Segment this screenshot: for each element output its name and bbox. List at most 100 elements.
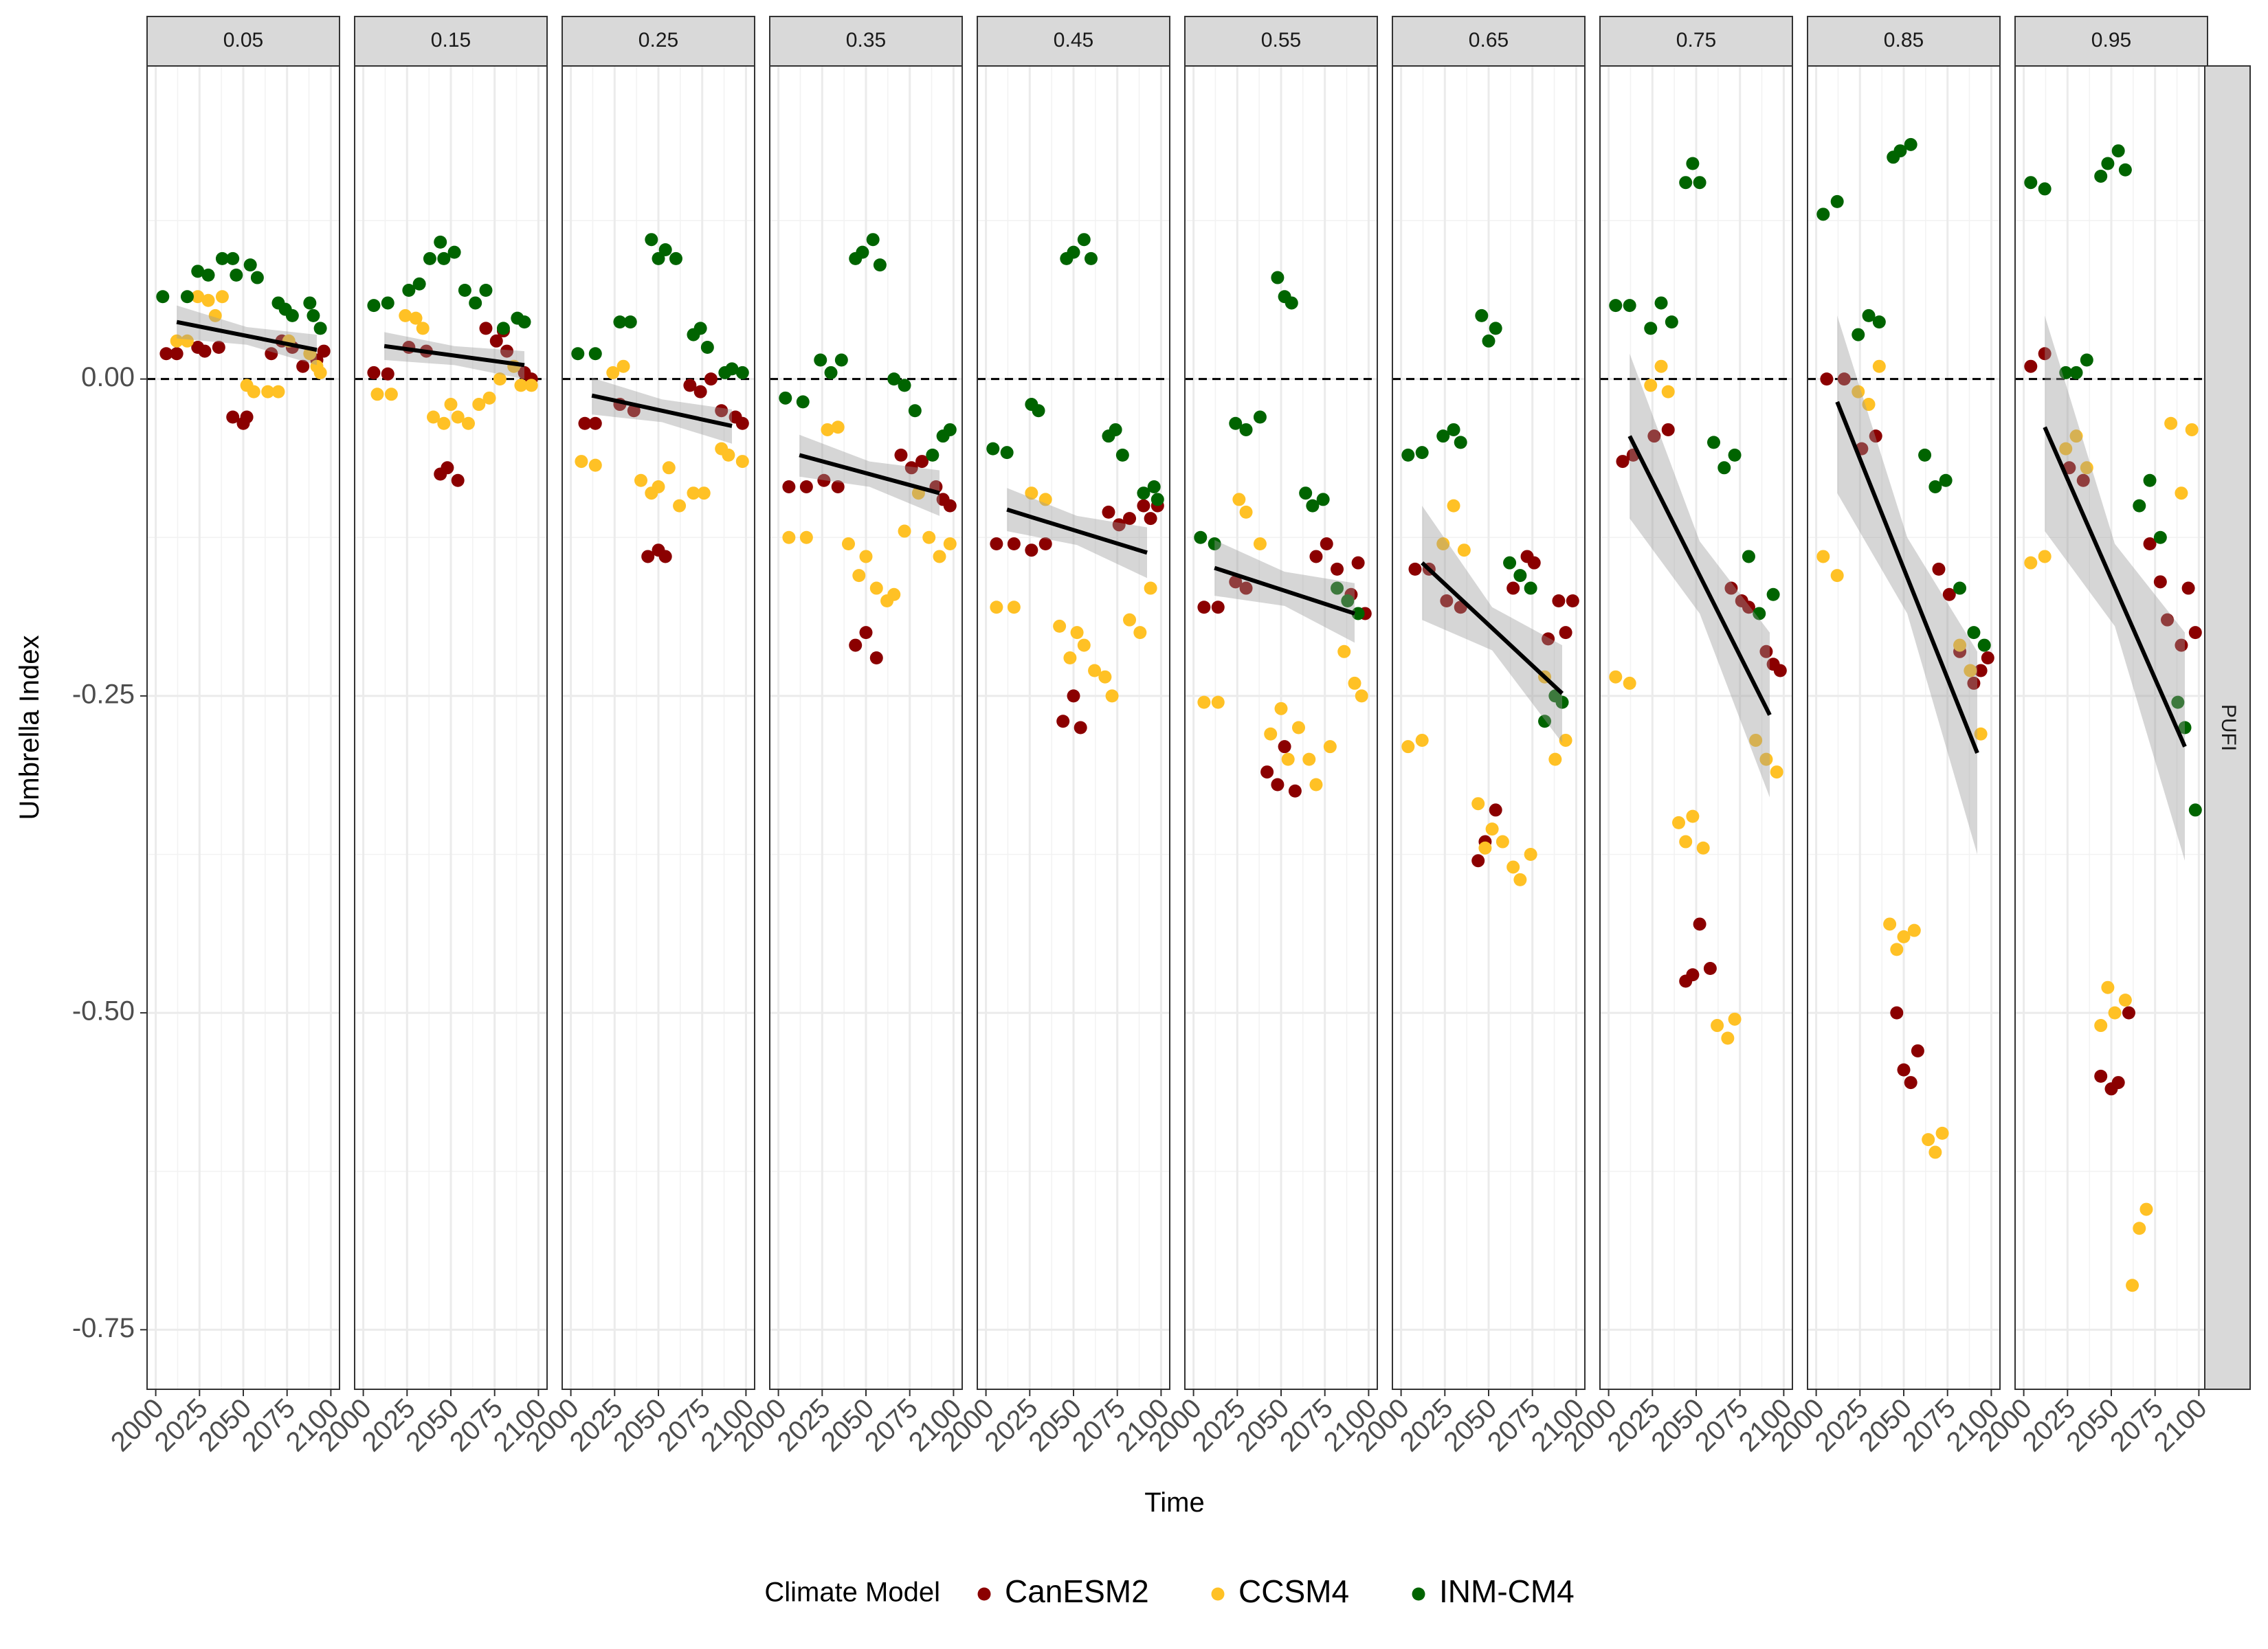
data-point — [578, 416, 592, 430]
data-point — [1415, 733, 1429, 747]
data-point — [2080, 461, 2093, 475]
data-point — [1007, 601, 1021, 614]
data-point — [1852, 385, 1865, 399]
fit-line — [1006, 507, 1148, 555]
data-point — [1555, 695, 1569, 709]
data-point — [915, 455, 929, 469]
data-point — [230, 268, 243, 282]
data-point — [652, 480, 665, 493]
data-point — [817, 473, 831, 487]
data-point — [479, 322, 493, 335]
data-point — [243, 258, 257, 272]
data-point — [469, 296, 482, 310]
data-point — [1728, 1012, 1742, 1026]
data-point — [1654, 296, 1668, 310]
data-point — [613, 315, 627, 329]
data-point — [821, 423, 834, 436]
series-CCSM4 — [1816, 359, 1988, 1159]
facet-strip — [146, 16, 340, 67]
data-point — [2076, 473, 2090, 487]
data-point — [1440, 594, 1454, 608]
data-point — [2111, 144, 2125, 158]
data-point — [1253, 410, 1267, 424]
data-point — [687, 486, 700, 500]
legend-key — [1412, 1587, 1425, 1601]
y-tick-label: -0.25 — [72, 679, 135, 709]
series-INM-CM4 — [1816, 137, 1991, 652]
data-point — [2153, 575, 2167, 589]
data-point — [1820, 372, 1834, 386]
data-point — [1507, 581, 1520, 595]
data-point — [943, 423, 957, 436]
data-point — [669, 251, 682, 265]
data-point — [2143, 537, 2157, 550]
data-point — [247, 385, 260, 399]
data-point — [2024, 359, 2038, 373]
data-point — [1232, 493, 1246, 506]
data-point — [1647, 429, 1661, 443]
data-point — [1981, 651, 1994, 665]
data-point — [1264, 727, 1278, 741]
data-point — [518, 315, 531, 329]
data-point — [437, 251, 451, 265]
legend-entry-INM-CM4: INM-CM4 — [1412, 1573, 1575, 1609]
data-point — [1302, 752, 1316, 766]
data-point — [1105, 689, 1119, 703]
data-point — [447, 245, 461, 259]
data-point — [831, 480, 845, 493]
data-point — [2185, 423, 2199, 436]
data-point — [814, 353, 827, 367]
series-CanESM2 — [1616, 423, 1787, 988]
series-INM-CM4 — [156, 251, 327, 335]
data-point — [1759, 752, 1773, 766]
data-point — [908, 404, 922, 418]
facet-strip-label: 0.75 — [1676, 29, 1716, 52]
data-point — [1679, 835, 1693, 849]
data-point — [1837, 372, 1851, 386]
data-point — [1331, 581, 1344, 595]
data-point — [1115, 448, 1129, 462]
data-point — [799, 480, 813, 493]
data-point — [2122, 1006, 2135, 1020]
data-point — [1123, 613, 1137, 627]
data-point — [1890, 1006, 1904, 1020]
facet-strip-label: 0.55 — [1261, 29, 1301, 52]
data-point — [1415, 446, 1429, 460]
data-point — [489, 334, 503, 348]
data-point — [735, 366, 749, 379]
data-point — [1084, 251, 1098, 265]
data-point — [1489, 322, 1502, 335]
data-point — [1897, 930, 1911, 943]
data-point — [1401, 448, 1415, 462]
data-point — [1872, 315, 1886, 329]
data-point — [1904, 137, 1917, 151]
data-point — [1816, 550, 1830, 563]
data-point — [693, 322, 707, 335]
fit-line — [1627, 435, 1772, 716]
data-point — [1482, 334, 1496, 348]
legend-key — [1211, 1587, 1225, 1601]
data-point — [458, 284, 471, 298]
data-point — [212, 341, 225, 355]
data-point — [1644, 322, 1658, 335]
data-point — [1686, 157, 1700, 170]
data-point — [782, 530, 796, 544]
data-point — [2133, 499, 2146, 513]
legend-label: CanESM2 — [1005, 1573, 1149, 1609]
data-point — [943, 499, 957, 513]
data-point — [1679, 176, 1693, 190]
data-point — [725, 362, 739, 376]
data-point — [1942, 587, 1956, 601]
data-point — [1893, 144, 1907, 158]
data-point — [1644, 379, 1658, 392]
data-point — [170, 334, 184, 348]
data-point — [313, 366, 327, 379]
facet-strip — [1392, 16, 1586, 67]
data-point — [1773, 664, 1787, 677]
data-point — [1137, 499, 1150, 513]
data-point — [2024, 176, 2038, 190]
data-point — [1623, 676, 1636, 690]
data-point — [571, 347, 585, 361]
